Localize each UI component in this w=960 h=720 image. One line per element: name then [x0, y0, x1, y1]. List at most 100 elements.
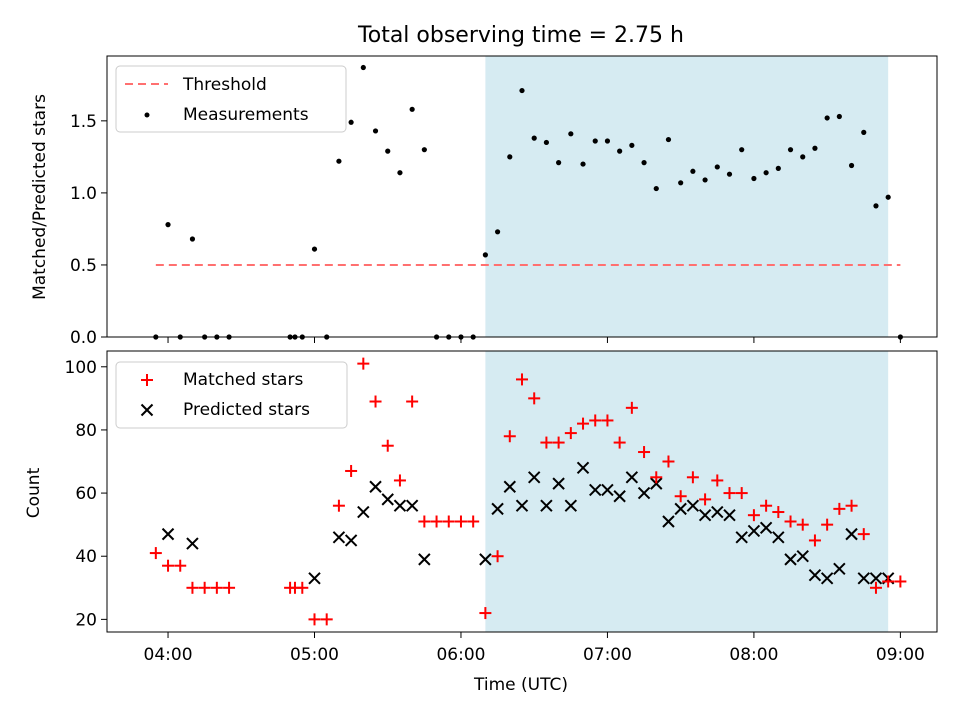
measurement-point	[690, 168, 696, 174]
measurement-point	[189, 236, 196, 242]
ratio-y-axis: 0.0 0.5 1.0 1.5	[70, 112, 107, 348]
matched-stars-point	[369, 395, 382, 408]
predicted-stars-point	[759, 521, 773, 535]
measurement-point	[861, 129, 867, 135]
measurement-point	[885, 194, 891, 200]
predicted-stars-point	[186, 537, 199, 550]
count-panel: 20 40 60 80 100 04:00 05:00 06:00 07:00 08:00 09:…	[24, 350, 938, 695]
matched-stars-point	[662, 455, 675, 468]
measurement-point	[421, 147, 427, 153]
count-legend: Matched stars Predicted stars	[115, 361, 348, 429]
ratio-legend: Threshold Measurements	[115, 65, 347, 133]
predicted-stars-point	[613, 490, 626, 503]
count-legend-box	[115, 361, 348, 429]
predicted-stars-point	[527, 471, 541, 484]
matched-stars-point	[638, 446, 651, 459]
measurement-point	[531, 135, 537, 141]
matched-stars-point	[479, 607, 492, 620]
x-tick-label: 05:00	[290, 645, 339, 665]
measurement-point	[641, 160, 647, 166]
predicted-stars-point	[796, 550, 809, 563]
predicted-stars-point	[552, 477, 565, 490]
predicted-stars-point	[332, 531, 346, 544]
legend-matched-swatch	[141, 374, 153, 386]
matched-stars-point	[564, 427, 577, 440]
measurement-point	[714, 164, 720, 170]
measurement-point	[800, 154, 806, 160]
measurement-point	[409, 106, 415, 112]
measurement-point	[848, 162, 855, 169]
predicted-stars-point	[576, 461, 590, 475]
measurement-point	[360, 64, 366, 71]
x-tick-label: 04:00	[144, 645, 193, 665]
legend-measurements-swatch	[144, 112, 150, 118]
matched-stars-point	[528, 392, 541, 405]
matched-stars-point	[198, 581, 211, 594]
predicted-stars-point	[820, 572, 834, 585]
count-x-axis: 04:00 05:00 06:00 07:00 08:00 09:00	[144, 632, 925, 665]
x-axis-label: Time (UTC)	[473, 675, 568, 695]
predicted-stars-point	[381, 493, 394, 506]
predicted-stars-point	[698, 508, 712, 522]
count-y-axis: 20 40 60 80 100	[65, 358, 107, 630]
predicted-stars-point	[650, 477, 663, 490]
matched-stars-point	[699, 493, 712, 506]
matched-stars-point	[491, 550, 504, 563]
predicted-stars-point	[393, 499, 407, 512]
predicted-stars-point	[357, 505, 370, 519]
matched-stars-point	[784, 515, 797, 528]
matched-stars-point	[406, 395, 419, 408]
matched-stars-point	[296, 581, 309, 594]
ratio-y-tick-label: 1.0	[70, 184, 97, 204]
measurement-point	[568, 131, 574, 137]
measurement-point	[751, 175, 757, 182]
predicted-stars-point	[540, 499, 553, 512]
predicted-stars-point	[845, 527, 858, 541]
matched-stars-point	[454, 515, 467, 528]
measurement-point	[812, 145, 818, 151]
x-tick-label: 08:00	[729, 645, 778, 665]
matched-stars-point	[442, 515, 455, 528]
measurement-point	[824, 115, 830, 121]
predicted-stars-point	[491, 502, 504, 516]
matched-stars-point	[625, 401, 638, 414]
observing-window-shade-bottom	[485, 351, 889, 632]
predicted-stars-point	[637, 486, 651, 500]
matched-stars-point	[760, 499, 773, 512]
matched-stars-point	[186, 581, 199, 594]
matched-stars-point	[357, 357, 370, 370]
matched-stars-point	[552, 436, 565, 449]
predicted-stars-point	[808, 568, 822, 582]
matched-stars-point	[516, 373, 528, 386]
predicted-stars-point	[369, 480, 382, 493]
matched-stars-point	[174, 559, 187, 572]
predicted-stars-point	[625, 471, 639, 484]
matched-stars-point	[308, 613, 321, 626]
predicted-stars-point	[833, 562, 846, 576]
matched-stars-point	[503, 430, 516, 443]
measurement-point	[311, 246, 318, 252]
legend-predicted-marker	[140, 403, 154, 417]
matched-stars-point	[589, 414, 602, 427]
matched-stars-point	[711, 474, 724, 487]
measurement-point	[397, 170, 403, 176]
matched-stars-point	[332, 499, 345, 512]
matched-stars-point	[674, 490, 687, 503]
measurement-point	[507, 154, 513, 160]
count-y-tick-label: 20	[75, 610, 97, 630]
measurement-point	[775, 165, 781, 171]
matched-stars-point	[540, 436, 553, 449]
matched-stars-point	[747, 509, 760, 522]
matched-stars-point	[735, 487, 748, 500]
predicted-stars-point	[747, 524, 761, 538]
matched-stars-point	[869, 581, 882, 594]
measurement-point	[482, 252, 488, 258]
matched-stars-point	[796, 518, 809, 531]
measurement-point	[629, 142, 635, 148]
matched-stars-point	[210, 581, 223, 594]
predicted-stars-point	[674, 502, 687, 516]
matched-stars-point	[162, 559, 175, 572]
measurement-point	[873, 203, 879, 209]
legend-threshold-label: Threshold	[182, 75, 267, 95]
